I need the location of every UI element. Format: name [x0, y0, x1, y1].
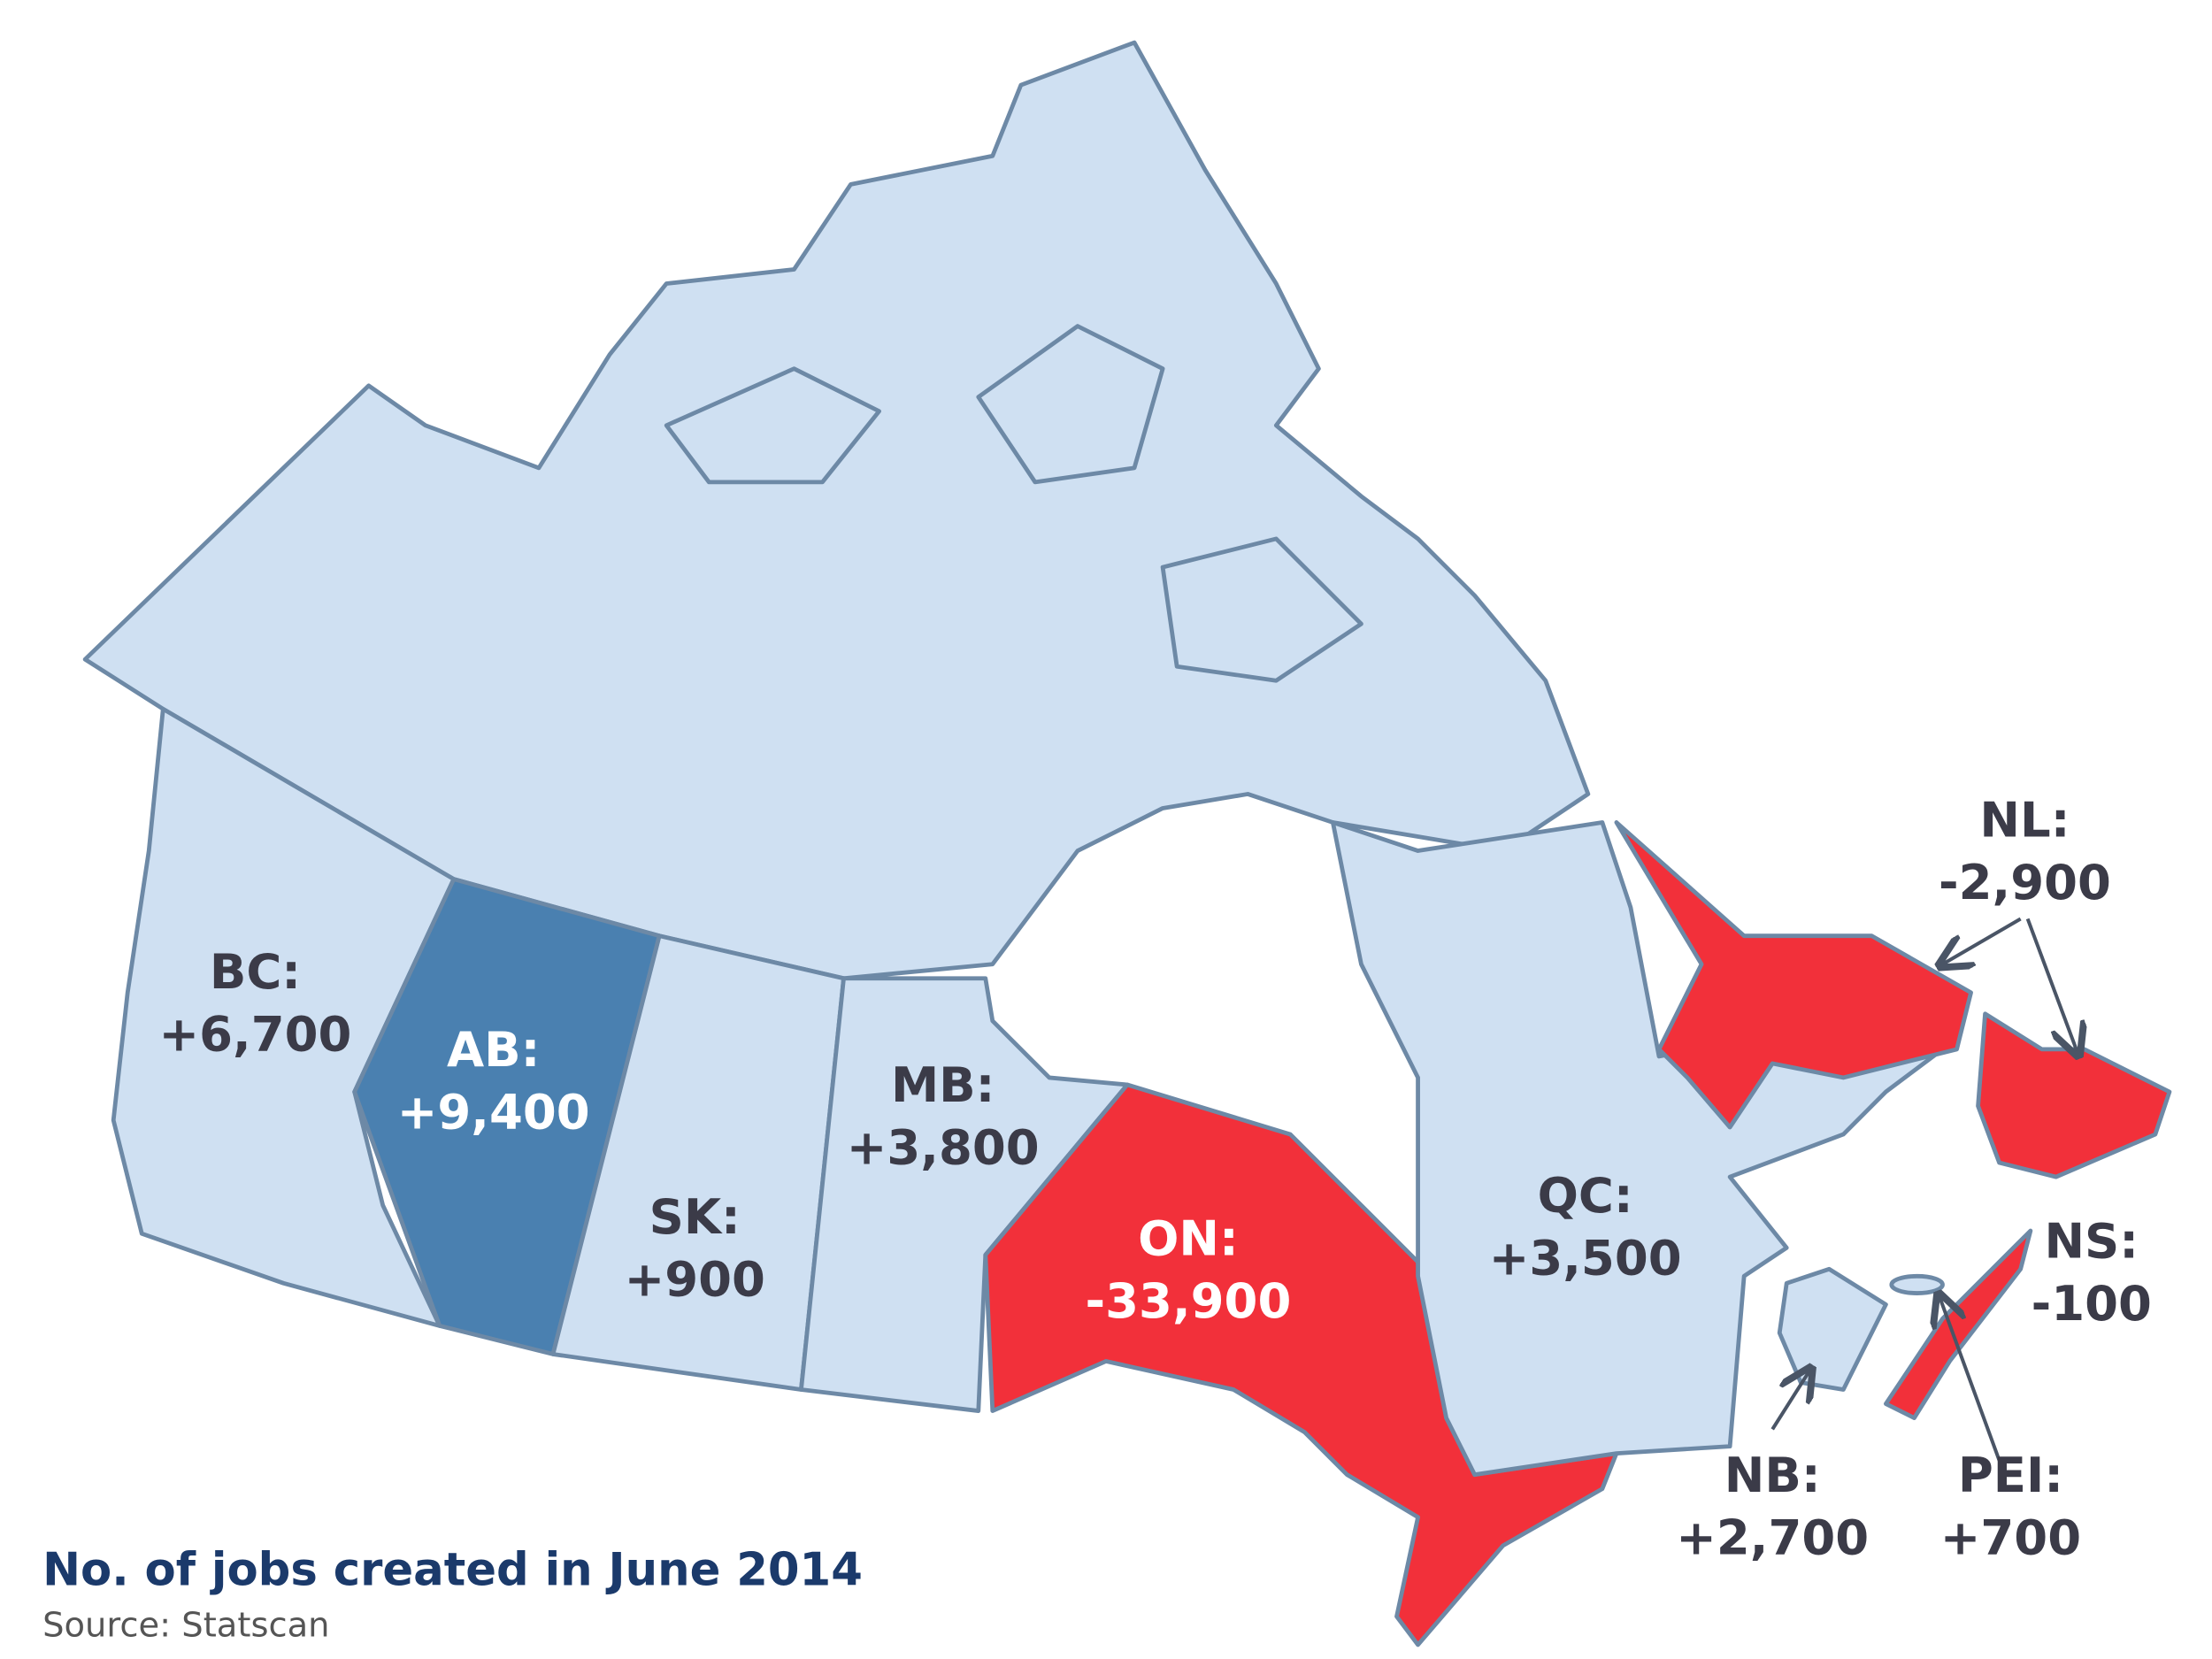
arrow: [2025, 918, 2078, 1052]
province-nl-labrador: [1614, 820, 1973, 1130]
province-pei: [1889, 1273, 1945, 1295]
province-code: AB:: [447, 1021, 540, 1078]
province-change: -33,900: [1086, 1272, 1292, 1329]
arrow: [1939, 1297, 2001, 1462]
arrow: [1770, 1371, 1809, 1431]
province-code: ON:: [1138, 1210, 1239, 1266]
labels: BC: +6,700 AB: +9,400 SK: +900 MB: +3,800 ON: -33…: [158, 792, 2151, 1566]
province-code: NL:: [1979, 792, 2070, 849]
province-code: QC:: [1538, 1167, 1633, 1224]
province-change: +900: [625, 1251, 765, 1308]
arrow: [1943, 917, 2022, 964]
province-change: +3,800: [847, 1119, 1040, 1176]
province-code: PEI:: [1958, 1447, 2063, 1503]
source: Source: Statscan: [42, 1605, 330, 1645]
province-change: +3,500: [1489, 1230, 1682, 1286]
province-change: +700: [1940, 1509, 2081, 1565]
title: No. of jobs created in June 2014: [42, 1544, 863, 1597]
province-qc: [1331, 820, 1945, 1478]
province-code: NB:: [1724, 1447, 1821, 1503]
province-nb: [1777, 1266, 1888, 1392]
province-code: NS:: [2044, 1212, 2139, 1269]
province-change: +9,400: [397, 1084, 590, 1141]
province-change: -2,900: [1939, 854, 2111, 910]
province-change: +2,700: [1676, 1509, 1869, 1565]
territories: [82, 40, 1591, 981]
province-ns: [1884, 1228, 2033, 1420]
province-change: -100: [2032, 1275, 2152, 1332]
province-code: BC:: [210, 943, 301, 1000]
province-code: MB:: [891, 1056, 995, 1113]
province-code: SK:: [649, 1188, 741, 1245]
province-change: +6,700: [158, 1006, 351, 1063]
